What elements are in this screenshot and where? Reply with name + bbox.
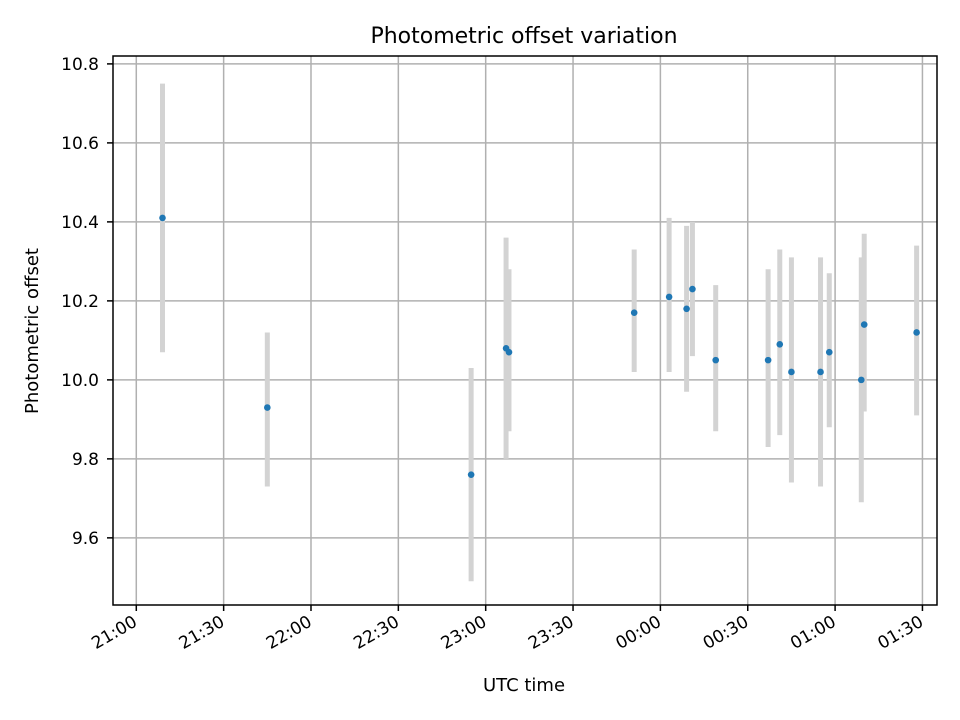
x-tick-label: 01:00 bbox=[787, 612, 839, 654]
chart-title: Photometric offset variation bbox=[370, 24, 677, 49]
x-tick-label: 22:30 bbox=[350, 612, 402, 654]
y-tick-label: 9.8 bbox=[72, 450, 99, 470]
data-points bbox=[159, 214, 920, 478]
data-point bbox=[825, 348, 833, 356]
data-point bbox=[264, 404, 271, 411]
data-point bbox=[788, 368, 795, 376]
data-point bbox=[857, 376, 865, 384]
x-axis-ticks: 21:00 21:30 22:00 22:30 23:00 23:30 00:00 00:30… bbox=[88, 605, 927, 654]
x-tick-label: 22:00 bbox=[263, 612, 315, 654]
x-tick-label: 01:30 bbox=[875, 612, 927, 654]
y-axis-ticks: 9.6 9.8 10.0 10.2 10.4 10.6 10.8 bbox=[61, 55, 113, 549]
y-tick-label: 10.0 bbox=[61, 371, 99, 391]
plot-frame bbox=[112, 55, 938, 606]
data-point bbox=[683, 305, 690, 313]
data-point bbox=[776, 341, 784, 348]
data-point bbox=[913, 329, 920, 336]
y-axis-label: Photometric offset bbox=[22, 248, 43, 414]
x-tick-label: 23:00 bbox=[438, 612, 490, 654]
data-point bbox=[689, 285, 696, 293]
data-point bbox=[860, 321, 868, 328]
data-point bbox=[665, 293, 673, 301]
y-tick-label: 10.4 bbox=[61, 213, 99, 233]
x-tick-label: 21:00 bbox=[88, 612, 140, 654]
x-axis-label: UTC time bbox=[483, 675, 565, 696]
data-point bbox=[712, 356, 720, 364]
y-tick-label: 9.6 bbox=[72, 529, 99, 549]
x-tick-label: 00:30 bbox=[700, 612, 752, 654]
y-tick-label: 10.6 bbox=[61, 134, 99, 154]
x-tick-label: 00:00 bbox=[612, 612, 664, 654]
y-tick-label: 10.8 bbox=[61, 55, 99, 75]
data-point bbox=[505, 348, 513, 356]
x-tick-label: 23:30 bbox=[525, 612, 577, 654]
x-tick-label: 21:30 bbox=[176, 612, 228, 654]
data-point bbox=[817, 368, 824, 376]
error-bars bbox=[159, 83, 920, 582]
data-point bbox=[467, 471, 475, 478]
data-point bbox=[159, 214, 166, 222]
y-tick-label: 10.2 bbox=[61, 292, 99, 312]
data-point bbox=[630, 309, 638, 317]
grid bbox=[113, 56, 937, 605]
data-point bbox=[764, 356, 772, 364]
